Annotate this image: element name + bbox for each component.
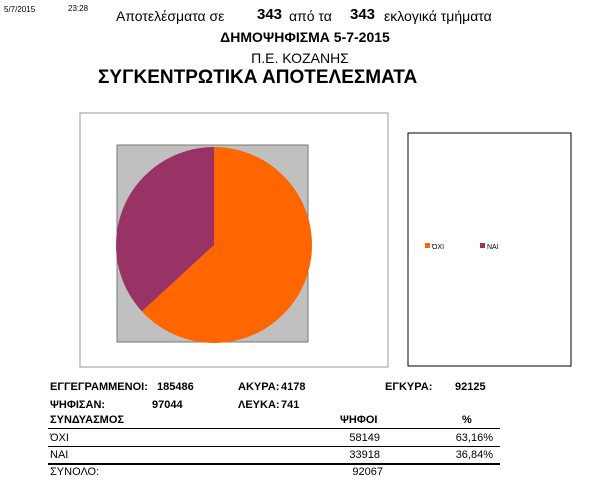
stat-label: ΕΓΚΥΡΑ: [385, 381, 433, 393]
progress-prefix: Αποτελέσματα σε [116, 8, 225, 24]
row-votes: 58149 [349, 432, 380, 444]
rule [48, 446, 500, 447]
row-percent: 36,84% [455, 449, 493, 461]
table-header: ΣΥΝΔΥΑΣΜΟΣ [50, 414, 124, 426]
legend-swatch [425, 243, 430, 248]
rule [48, 428, 500, 429]
progress-suffix: εκλογικά τμήματα [384, 8, 492, 24]
legend-label: ΌΧΙ [431, 244, 444, 251]
legend-swatch [480, 243, 485, 248]
region: Π.Ε. ΚΟΖΑΝΗΣ [251, 50, 349, 66]
total-label: ΣΥΝΟΛΟ: [50, 466, 100, 478]
pie-slice [141, 147, 312, 343]
title: ΔΗΜΟΨΗΦΙΣΜΑ 5-7-2015 [220, 29, 390, 45]
counted: 343 [257, 6, 283, 23]
table-header: ΨΗΦΟΙ [340, 414, 378, 426]
stat-label: ΑΚΥΡΑ: [238, 381, 280, 393]
legend-label: ΝΑΙ [487, 244, 499, 251]
time: 23:28 [68, 4, 89, 13]
heading: ΣΥΓΚΕΝΤΡΩΤΙΚΑ ΑΠΟΤΕΛΕΣΜΑΤΑ [98, 67, 418, 88]
pie-slice [115, 147, 214, 312]
stat-label: ΛΕΥΚΑ: [238, 399, 280, 411]
row-percent: 63,16% [455, 432, 493, 444]
legend-box [407, 132, 572, 367]
total-value: 92067 [352, 466, 383, 478]
rule [48, 463, 500, 465]
row-name: ΝΑΙ [50, 449, 69, 461]
stat-value: 185486 [157, 381, 194, 393]
table-header: % [462, 414, 472, 426]
stat-value: 4178 [281, 381, 306, 393]
progress-middle: από τα [289, 8, 332, 24]
stat-value: 741 [281, 399, 300, 411]
row-name: ΌΧΙ [50, 432, 69, 444]
total-sections: 343 [350, 6, 376, 23]
stat-value: 97044 [152, 399, 183, 411]
chart: ΌΧΙ ΝΑΙ [79, 112, 572, 368]
date: 5/7/2015 [4, 5, 36, 14]
stat-label: ΕΓΓΕΓΡΑΜΜΕΝΟΙ: [50, 381, 148, 393]
stat-label: ΨΗΦΙΣΑΝ: [50, 399, 106, 411]
stat-value: 92125 [455, 381, 486, 393]
row-votes: 33918 [349, 449, 380, 461]
